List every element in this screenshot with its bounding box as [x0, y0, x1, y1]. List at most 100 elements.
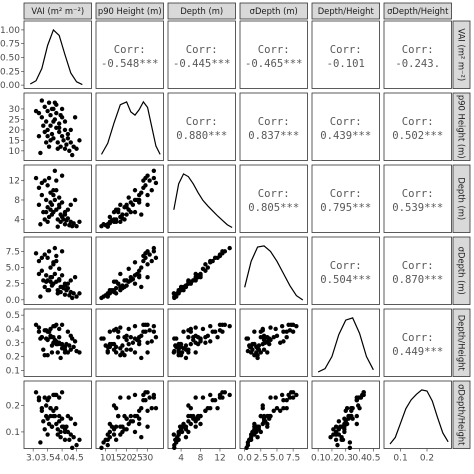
scatter-point	[57, 413, 62, 419]
scatter-point	[68, 416, 73, 421]
density-curve-sdh	[389, 389, 449, 445]
corr-value: 0.539***	[392, 202, 443, 214]
y-tick-label-dh: 0.4	[6, 325, 21, 335]
y-tick-label-p90: 15	[9, 136, 20, 146]
row-strip-background	[452, 164, 471, 233]
scatter-point	[58, 219, 63, 225]
scatter-point	[55, 217, 60, 222]
scatter-point	[281, 405, 286, 411]
scatter-point	[33, 390, 39, 395]
scatter-point	[46, 421, 52, 427]
scatter-point	[186, 429, 191, 435]
scatter-point	[72, 197, 78, 203]
scatter-point	[65, 286, 71, 291]
scatter-point	[227, 392, 232, 398]
y-tick-label-sdepth: 2.5	[6, 280, 20, 290]
scatter-point	[139, 435, 144, 440]
scatter-point	[67, 343, 72, 348]
scatter-point	[45, 205, 50, 210]
scatter-point	[130, 202, 136, 208]
scatter-point	[252, 432, 257, 437]
scatter-point	[113, 286, 119, 291]
panel-depth-vai	[23, 164, 92, 233]
scatter-point	[42, 217, 47, 222]
corr-value: -0.101	[327, 58, 365, 70]
x-tick-label-sdh: 0.2	[420, 454, 434, 464]
scatter-point	[290, 329, 296, 334]
column-strip-sdh: σDepth/Height	[383, 2, 452, 20]
scatter-point	[145, 350, 150, 355]
scatter-point	[128, 413, 133, 419]
panel-frame	[95, 92, 164, 161]
scatter-point	[58, 435, 63, 440]
scatter-point	[244, 336, 249, 341]
scatter-point	[57, 335, 62, 340]
scatter-point	[58, 429, 63, 435]
scatter-point	[38, 440, 43, 445]
scatter-point	[178, 427, 184, 432]
corr-title: Corr:	[258, 188, 290, 200]
scatter-point	[49, 275, 55, 280]
column-strip-background	[167, 2, 236, 20]
scatter-point	[122, 427, 127, 432]
scatter-point	[350, 416, 355, 421]
scatter-point	[43, 209, 49, 215]
scatter-point	[132, 429, 138, 435]
scatter-point	[105, 291, 110, 296]
column-strip-label-sdepth: σDepth (m)	[250, 6, 298, 16]
scatter-point	[124, 212, 129, 217]
panel-depth-dh: Corr: 0.795***	[311, 164, 380, 233]
scatter-point	[347, 440, 353, 445]
y-tick-label-p90: 20	[9, 126, 21, 136]
corr-title: Corr:	[330, 44, 362, 56]
scatter-point	[151, 329, 157, 334]
scatter-point	[70, 336, 75, 341]
scatter-point	[51, 209, 56, 215]
scatter-point	[273, 395, 278, 400]
row-strip-label-vai: VAI (m² m⁻²)	[457, 28, 467, 81]
scatter-point	[126, 195, 131, 200]
corr-title: Corr:	[402, 44, 434, 56]
scatter-point	[68, 140, 73, 145]
scatter-point	[145, 275, 150, 280]
scatter-point	[45, 183, 50, 188]
scatter-point	[107, 344, 113, 350]
scatter-point	[143, 251, 148, 256]
scatter-point	[74, 442, 79, 448]
scatter-point	[46, 100, 52, 105]
scatter-point	[118, 325, 123, 330]
scatter-point	[46, 395, 52, 400]
scatter-point	[139, 355, 144, 361]
panel-frame	[167, 236, 236, 305]
scatter-point	[193, 395, 198, 400]
corr-value: 0.880***	[176, 130, 227, 142]
scatter-point	[45, 432, 50, 437]
corr-value: 0.449***	[392, 346, 443, 358]
scatter-point	[193, 350, 198, 355]
x-tick-label-dh: 0.2	[325, 454, 339, 464]
scatter-point	[118, 432, 123, 437]
scatter-point	[39, 115, 45, 120]
scatter-point	[227, 323, 232, 329]
scatter-point	[122, 217, 127, 222]
scatter-point	[72, 115, 78, 120]
scatter-point	[139, 265, 144, 270]
scatter-point	[67, 148, 72, 154]
scatter-point	[333, 429, 339, 435]
scatter-point	[54, 178, 59, 183]
scatter-point	[62, 281, 68, 286]
panel-vai-depth: Corr: -0.445***	[167, 20, 236, 89]
scatter-point	[57, 125, 62, 130]
scatter-point	[68, 278, 73, 283]
y-tick-label-depth: 4	[14, 215, 20, 225]
scatter-point	[132, 209, 138, 215]
corr-title: Corr:	[402, 188, 434, 200]
panel-frame	[311, 92, 380, 161]
scatter-point	[265, 421, 270, 427]
scatter-point	[145, 408, 150, 413]
x-tick-label-p90: 10	[100, 454, 112, 464]
scatter-point	[52, 392, 58, 398]
scatter-point	[113, 291, 119, 296]
column-strip-dh: Depth/Height	[311, 2, 380, 20]
scatter-point	[39, 255, 45, 261]
